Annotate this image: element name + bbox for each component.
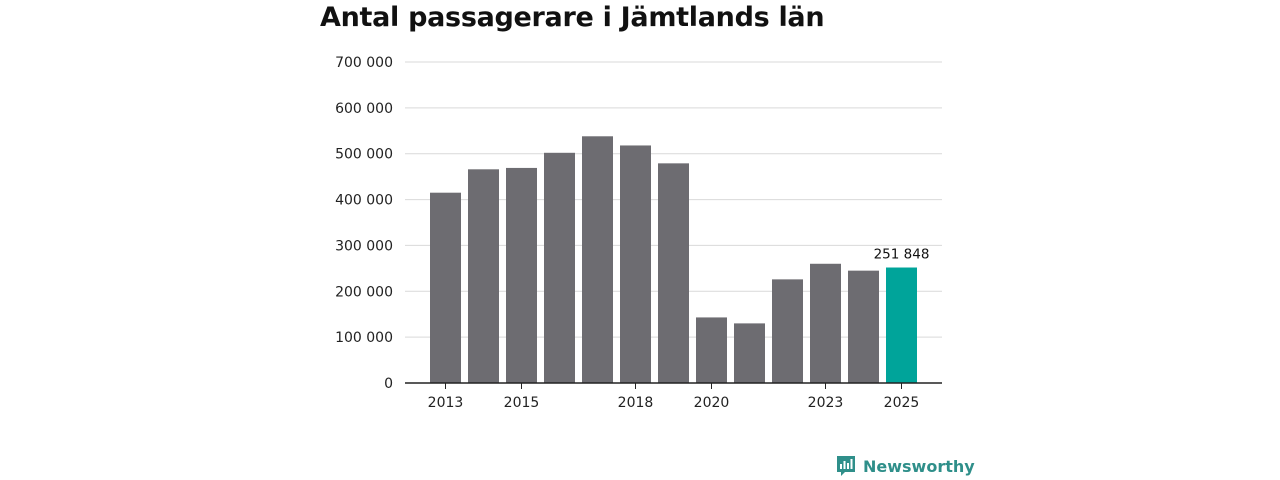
bar-2015 <box>506 167 537 383</box>
bar-2024 <box>848 270 879 383</box>
bar-2018 <box>620 145 651 383</box>
newsworthy-logo: Newsworthy <box>835 454 975 478</box>
chart-title: Antal passagerare i Jämtlands län <box>320 2 825 33</box>
x-tick-label: 2023 <box>808 395 844 411</box>
brand-name: Newsworthy <box>863 456 975 476</box>
x-tick-label: 2020 <box>694 395 730 411</box>
bar-layer <box>430 136 917 383</box>
bar-2019 <box>658 163 689 383</box>
bar-2022 <box>772 279 803 383</box>
bar-2013 <box>430 192 461 383</box>
y-tick-label: 200 000 <box>335 284 393 300</box>
y-tick-label: 100 000 <box>335 330 393 346</box>
bar-2016 <box>544 152 575 383</box>
bar-2017 <box>582 136 613 383</box>
label-layer: 0 100 000 200 000 300 000 400 000 500 000 600 … <box>335 55 942 411</box>
bar-2025 <box>886 267 917 383</box>
y-tick-label: 0 <box>384 376 393 392</box>
x-tick-label: 2025 <box>884 395 920 411</box>
y-tick-label: 700 000 <box>335 55 393 71</box>
bar-2021 <box>734 323 765 383</box>
newsworthy-logo-icon <box>837 456 855 476</box>
bar-value-label: 251 848 <box>874 247 930 263</box>
x-tick-label: 2018 <box>618 395 654 411</box>
x-tick-label: 2015 <box>504 395 540 411</box>
y-tick-label: 600 000 <box>335 101 393 117</box>
y-tick-label: 500 000 <box>335 147 393 163</box>
y-tick-label: 300 000 <box>335 238 393 254</box>
y-tick-label: 400 000 <box>335 193 393 209</box>
x-tick-label: 2013 <box>428 395 464 411</box>
bar-2020 <box>696 317 727 383</box>
bar-2023 <box>810 263 841 383</box>
bar-2014 <box>468 169 499 383</box>
